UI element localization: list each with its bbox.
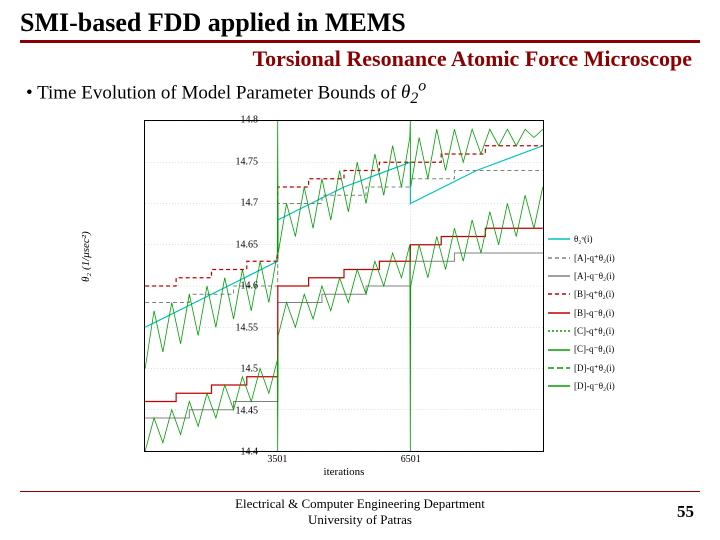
theta-symbol: θ2o (401, 82, 426, 103)
footer-univ: University of Patras (0, 512, 720, 528)
legend-label: [C]-q⁺θ₂(i) (574, 324, 614, 338)
legend-swatch (548, 271, 570, 281)
legend-label: [A]-q⁻θ₂(i) (574, 269, 615, 283)
legend-item: θ₂ᵒ(i) (548, 232, 664, 246)
page-number: 55 (677, 502, 694, 522)
legend-item: [A]-q⁺θ₂(i) (548, 251, 664, 265)
slide: SMI-based FDD applied in MEMS Torsional … (0, 0, 720, 540)
legend-swatch (548, 308, 570, 318)
y-tick: 14.8 (218, 115, 258, 126)
x-tick: 3501 (267, 454, 287, 465)
y-tick: 14.55 (218, 322, 258, 333)
y-tick: 14.7 (218, 198, 258, 209)
legend-swatch (548, 289, 570, 299)
legend-label: [C]-q⁻θ₂(i) (574, 342, 614, 356)
legend-label: [B]-q⁻θ₂(i) (574, 306, 614, 320)
x-tick: 6501 (401, 454, 421, 465)
legend-item: [B]-q⁻θ₂(i) (548, 306, 664, 320)
legend-item: [C]-q⁻θ₂(i) (548, 342, 664, 356)
legend-label: [D]-q⁻θ₂(i) (574, 379, 615, 393)
legend-label: [B]-q⁺θ₂(i) (574, 287, 614, 301)
legend-swatch (548, 363, 570, 373)
slide-subtitle: Torsional Resonance Atomic Force Microsc… (20, 46, 700, 72)
legend-swatch (548, 253, 570, 263)
y-tick: 14.65 (218, 239, 258, 250)
bullet-label: Time Evolution of Model Parameter Bounds… (37, 82, 401, 103)
legend-item: [B]-q⁺θ₂(i) (548, 287, 664, 301)
plot-box (144, 120, 544, 452)
y-tick: 14.45 (218, 405, 258, 416)
series-svg (145, 121, 543, 451)
slide-title: SMI-based FDD applied in MEMS (20, 8, 700, 40)
y-tick: 14.75 (218, 156, 258, 167)
legend-item: [D]-q⁻θ₂(i) (548, 379, 664, 393)
legend: θ₂ᵒ(i) [A]-q⁺θ₂(i) [A]-q⁻θ₂(i) [B]-q⁺θ₂(i) [… (548, 232, 664, 398)
title-underline (20, 40, 700, 43)
footer-dept: Electrical & Computer Engineering Depart… (0, 496, 720, 512)
y-tick: 14.6 (218, 281, 258, 292)
legend-item: [D]-q⁺θ₂(i) (548, 361, 664, 375)
legend-swatch (548, 326, 570, 336)
y-tick: 14.5 (218, 364, 258, 375)
legend-label: [D]-q⁺θ₂(i) (574, 361, 615, 375)
footer: Electrical & Computer Engineering Depart… (0, 491, 720, 528)
x-axis-label: iterations (144, 466, 544, 478)
bullet-text: • Time Evolution of Model Parameter Boun… (20, 78, 700, 108)
chart: θ₂ (1/μsec²) 14.414.4514.514.5514.614.65… (100, 112, 660, 472)
y-tick: 14.4 (218, 447, 258, 458)
footer-divider (20, 491, 700, 492)
legend-swatch (548, 234, 570, 244)
legend-label: [A]-q⁺θ₂(i) (574, 251, 615, 265)
legend-swatch (548, 345, 570, 355)
legend-swatch (548, 381, 570, 391)
y-axis-label: θ₂ (1/μsec²) (80, 231, 92, 282)
legend-label: θ₂ᵒ(i) (574, 232, 593, 246)
legend-item: [C]-q⁺θ₂(i) (548, 324, 664, 338)
legend-item: [A]-q⁻θ₂(i) (548, 269, 664, 283)
